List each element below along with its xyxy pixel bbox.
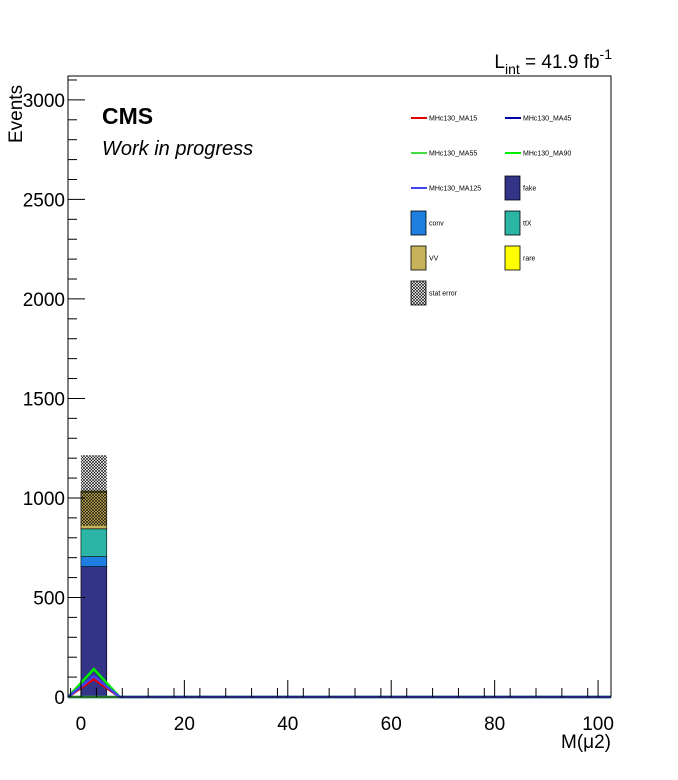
legend-swatch [410, 210, 427, 236]
x-tick-label: 40 [277, 714, 298, 735]
y-tick-label: 0 [54, 688, 65, 709]
legend-swatch [504, 245, 521, 271]
legend-label: stat error [429, 291, 458, 298]
legend-swatch [410, 245, 427, 271]
plot-frame [67, 75, 612, 698]
luminosity-label: Lint = 41.9 fb-1 [494, 46, 612, 77]
x-tick-label: 60 [381, 714, 402, 735]
y-tick-label: 500 [33, 588, 65, 609]
x-axis-label: M(μ2) [561, 732, 611, 753]
y-tick-label: 1000 [23, 489, 65, 510]
legend-label: ttX [523, 221, 532, 228]
legend-swatch [504, 210, 521, 236]
x-tick-label: 80 [484, 714, 505, 735]
legend-label: fake [523, 186, 536, 193]
legend-label: VV [429, 256, 439, 263]
stack-layer [80, 455, 108, 698]
x-tick-label: 100 [582, 714, 614, 735]
stack-bar-ttx [80, 528, 108, 557]
signal-line-mhc130_ma125 [67, 674, 611, 699]
legend-label: MHc130_MA45 [523, 116, 571, 123]
x-tick-label: 20 [174, 714, 195, 735]
legend-label: MHc130_MA125 [429, 186, 481, 193]
legend-label: conv [429, 221, 444, 228]
stack-bar-conv [80, 556, 108, 567]
work-in-progress-label: Work in progress [102, 138, 253, 160]
signal-line-mhc130_ma15 [67, 677, 611, 699]
y-tick-label: 2500 [23, 190, 65, 211]
signal-layer [67, 667, 611, 699]
y-tick-label: 3000 [23, 91, 65, 112]
legend-swatch [410, 280, 427, 306]
x-tick-label: 0 [76, 714, 87, 735]
stat-error-band [80, 455, 107, 526]
frame-layer [67, 75, 612, 698]
y-axis-label: Events [6, 85, 27, 143]
legend-label: rare [523, 256, 536, 263]
legend-label: MHc130_MA55 [429, 151, 477, 158]
legend: MHc130_MA15 MHc130_MA45 MHc130_MA55 MHc130_… [410, 116, 571, 306]
cms-label: CMS [102, 103, 153, 129]
y-tick-label: 1500 [23, 389, 65, 410]
signal-line-mhc130_ma90 [67, 667, 611, 699]
legend-label: MHc130_MA90 [523, 151, 571, 158]
y-tick-label: 2000 [23, 290, 65, 311]
legend-label: MHc130_MA15 [429, 116, 477, 123]
legend-swatch [504, 175, 521, 201]
